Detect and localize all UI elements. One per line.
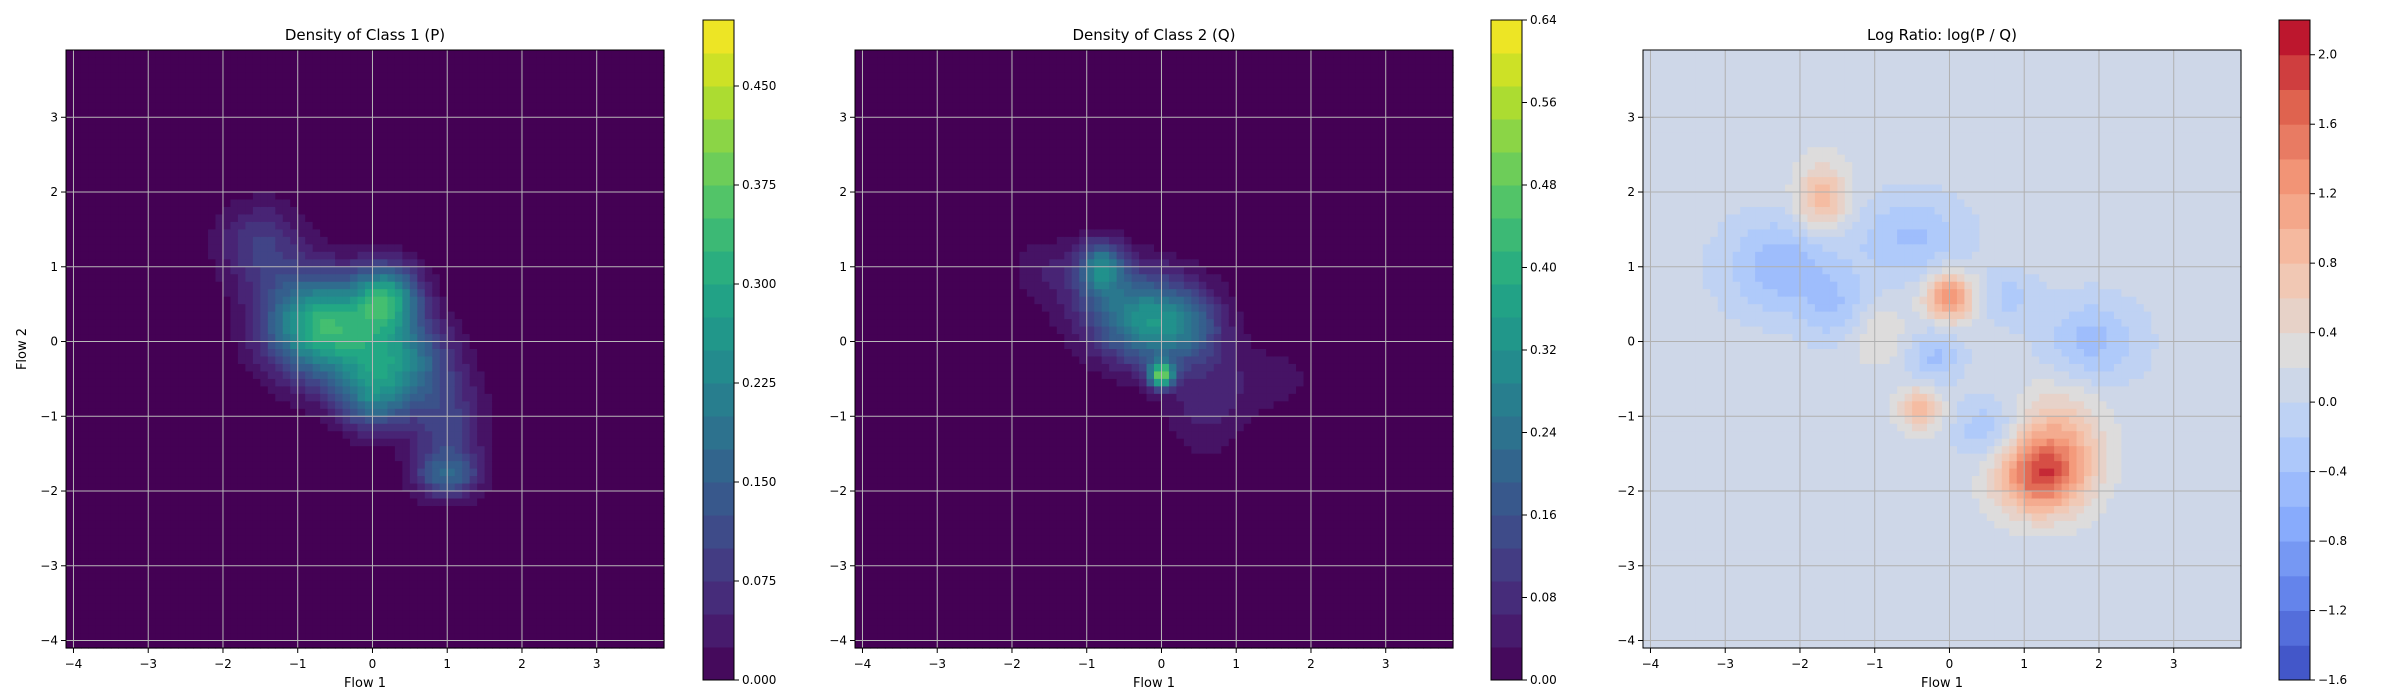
x-tick-label: −1	[289, 657, 307, 671]
x-tick-label: 3	[1382, 657, 1390, 671]
colorbar-tick-label: 0.32	[1530, 343, 1557, 357]
x-tick-label: 0	[1158, 657, 1166, 671]
x-axis-label: Flow 1	[1921, 676, 1963, 691]
colorbar-tick-label: 0.24	[1530, 426, 1557, 440]
x-tick-label: −4	[1642, 657, 1660, 671]
x-tick-label: −2	[214, 657, 232, 671]
colorbar-tick-label: 0.150	[742, 475, 776, 489]
y-tick-label: 3	[839, 110, 847, 124]
chart-title: Log Ratio: log(P / Q)	[1867, 26, 2017, 44]
y-tick-label: −4	[40, 634, 58, 648]
grid-lines	[66, 50, 664, 648]
colorbar-tick-label: 0.08	[1530, 591, 1557, 605]
grid-lines	[1643, 50, 2241, 648]
chart-title: Density of Class 2 (Q)	[1072, 26, 1235, 44]
colorbar: −1.6 −1.2 −0.8 −0.4 0.0 0.4 0.8 1.2 1.6 2.0	[2278, 19, 2347, 687]
y-tick-label: −1	[829, 409, 847, 423]
colorbar-tick-label: 0.000	[742, 673, 776, 687]
axes-frame	[854, 49, 1454, 649]
y-tick-label: −3	[829, 559, 847, 573]
y-tick-label: −1	[40, 409, 58, 423]
panel-density-q: −4 −3 −2 −1 0 1 2 3 −4 −3 −2 −1 0 1 2 3 Density of Class…	[829, 13, 1556, 691]
x-tick-label: 0	[1946, 657, 1954, 671]
x-tick-label: 3	[593, 657, 601, 671]
x-tick-label: −2	[1791, 657, 1809, 671]
y-tick-label: 3	[50, 110, 58, 124]
colorbar-tick-label: 1.6	[2318, 117, 2337, 131]
colorbar-tick-label: 0.56	[1530, 96, 1557, 110]
x-tick-label: −3	[139, 657, 157, 671]
colorbar-tick-label: −0.8	[2318, 534, 2347, 548]
colorbar: 0.00 0.08 0.16 0.24 0.32 0.40 0.48 0.56 0.64	[1490, 13, 1557, 687]
x-tick-label: −2	[1003, 657, 1021, 671]
density-field	[66, 50, 665, 649]
panel-density-p: −4 −3 −2 −1 0 1 2 3 −4 −3 −2 −1 0 1 2 3 Density of Class…	[15, 19, 776, 691]
x-tick-label: 1	[2020, 657, 2028, 671]
density-field	[1643, 50, 2242, 649]
x-axis-label: Flow 1	[1133, 676, 1175, 691]
colorbar-tick-label: 0.8	[2318, 256, 2337, 270]
x-tick-label: −1	[1078, 657, 1096, 671]
x-tick-label: 2	[518, 657, 526, 671]
chart-title: Density of Class 1 (P)	[285, 26, 445, 44]
y-tick-label: 2	[1627, 185, 1635, 199]
colorbar-tick-label: 0.16	[1530, 508, 1557, 522]
y-tick-label: −4	[1617, 634, 1635, 648]
y-tick-label: 1	[1627, 260, 1635, 274]
y-tick-label: 0	[839, 335, 847, 349]
grid-lines	[855, 50, 1453, 648]
colorbar: 0.000 0.075 0.150 0.225 0.300 0.375 0.450	[702, 19, 776, 687]
x-tick-label: 2	[1307, 657, 1315, 671]
axes-frame	[65, 49, 665, 649]
colorbar-tick-label: −1.6	[2318, 673, 2347, 687]
x-tick-label: −4	[854, 657, 872, 671]
colorbar-tick-label: 0.48	[1530, 178, 1557, 192]
panel-log-ratio: −4 −3 −2 −1 0 1 2 3 −4 −3 −2 −1 0 1 2 3 Log Ratio: log(P…	[1617, 19, 2347, 691]
x-tick-label: 1	[1232, 657, 1240, 671]
x-tick-label: −4	[65, 657, 83, 671]
y-tick-label: 1	[50, 260, 58, 274]
colorbar-tick-label: 0.40	[1530, 261, 1557, 275]
y-tick-label: 1	[839, 260, 847, 274]
x-tick-label: 2	[2095, 657, 2103, 671]
y-tick-label: 2	[50, 185, 58, 199]
x-axis-label: Flow 1	[344, 676, 386, 691]
colorbar-tick-label: 0.450	[742, 79, 776, 93]
x-tick-label: 0	[369, 657, 377, 671]
colorbar-tick-label: 0.075	[742, 574, 776, 588]
colorbar-tick-label: 0.4	[2318, 326, 2337, 340]
y-tick-label: 0	[1627, 335, 1635, 349]
colorbar-tick-label: 0.300	[742, 277, 776, 291]
density-field	[855, 50, 1454, 649]
y-tick-label: 3	[1627, 110, 1635, 124]
x-tick-label: 3	[2170, 657, 2178, 671]
colorbar-tick-label: 1.2	[2318, 187, 2337, 201]
colorbar-tick-label: 0.64	[1530, 13, 1557, 27]
colorbar-tick-label: 2.0	[2318, 48, 2337, 62]
colorbar-tick-label: 0.0	[2318, 395, 2337, 409]
colorbar-tick-label: 0.225	[742, 376, 776, 390]
x-tick-label: −3	[1716, 657, 1734, 671]
y-axis-label: Flow 2	[15, 328, 30, 370]
y-tick-label: −1	[1617, 409, 1635, 423]
y-tick-label: −2	[1617, 484, 1635, 498]
y-tick-label: 2	[839, 185, 847, 199]
axes-frame	[1642, 49, 2242, 649]
colorbar-tick-label: −0.4	[2318, 465, 2347, 479]
y-tick-label: −2	[829, 484, 847, 498]
x-tick-label: −1	[1866, 657, 1884, 671]
colorbar-tick-label: −1.2	[2318, 604, 2347, 618]
colorbar-tick-label: 0.375	[742, 178, 776, 192]
y-tick-label: −2	[40, 484, 58, 498]
x-tick-label: 1	[443, 657, 451, 671]
y-tick-label: 0	[50, 335, 58, 349]
y-tick-label: −3	[40, 559, 58, 573]
y-tick-label: −4	[829, 634, 847, 648]
colorbar-tick-label: 0.00	[1530, 673, 1557, 687]
y-tick-label: −3	[1617, 559, 1635, 573]
x-tick-label: −3	[928, 657, 946, 671]
